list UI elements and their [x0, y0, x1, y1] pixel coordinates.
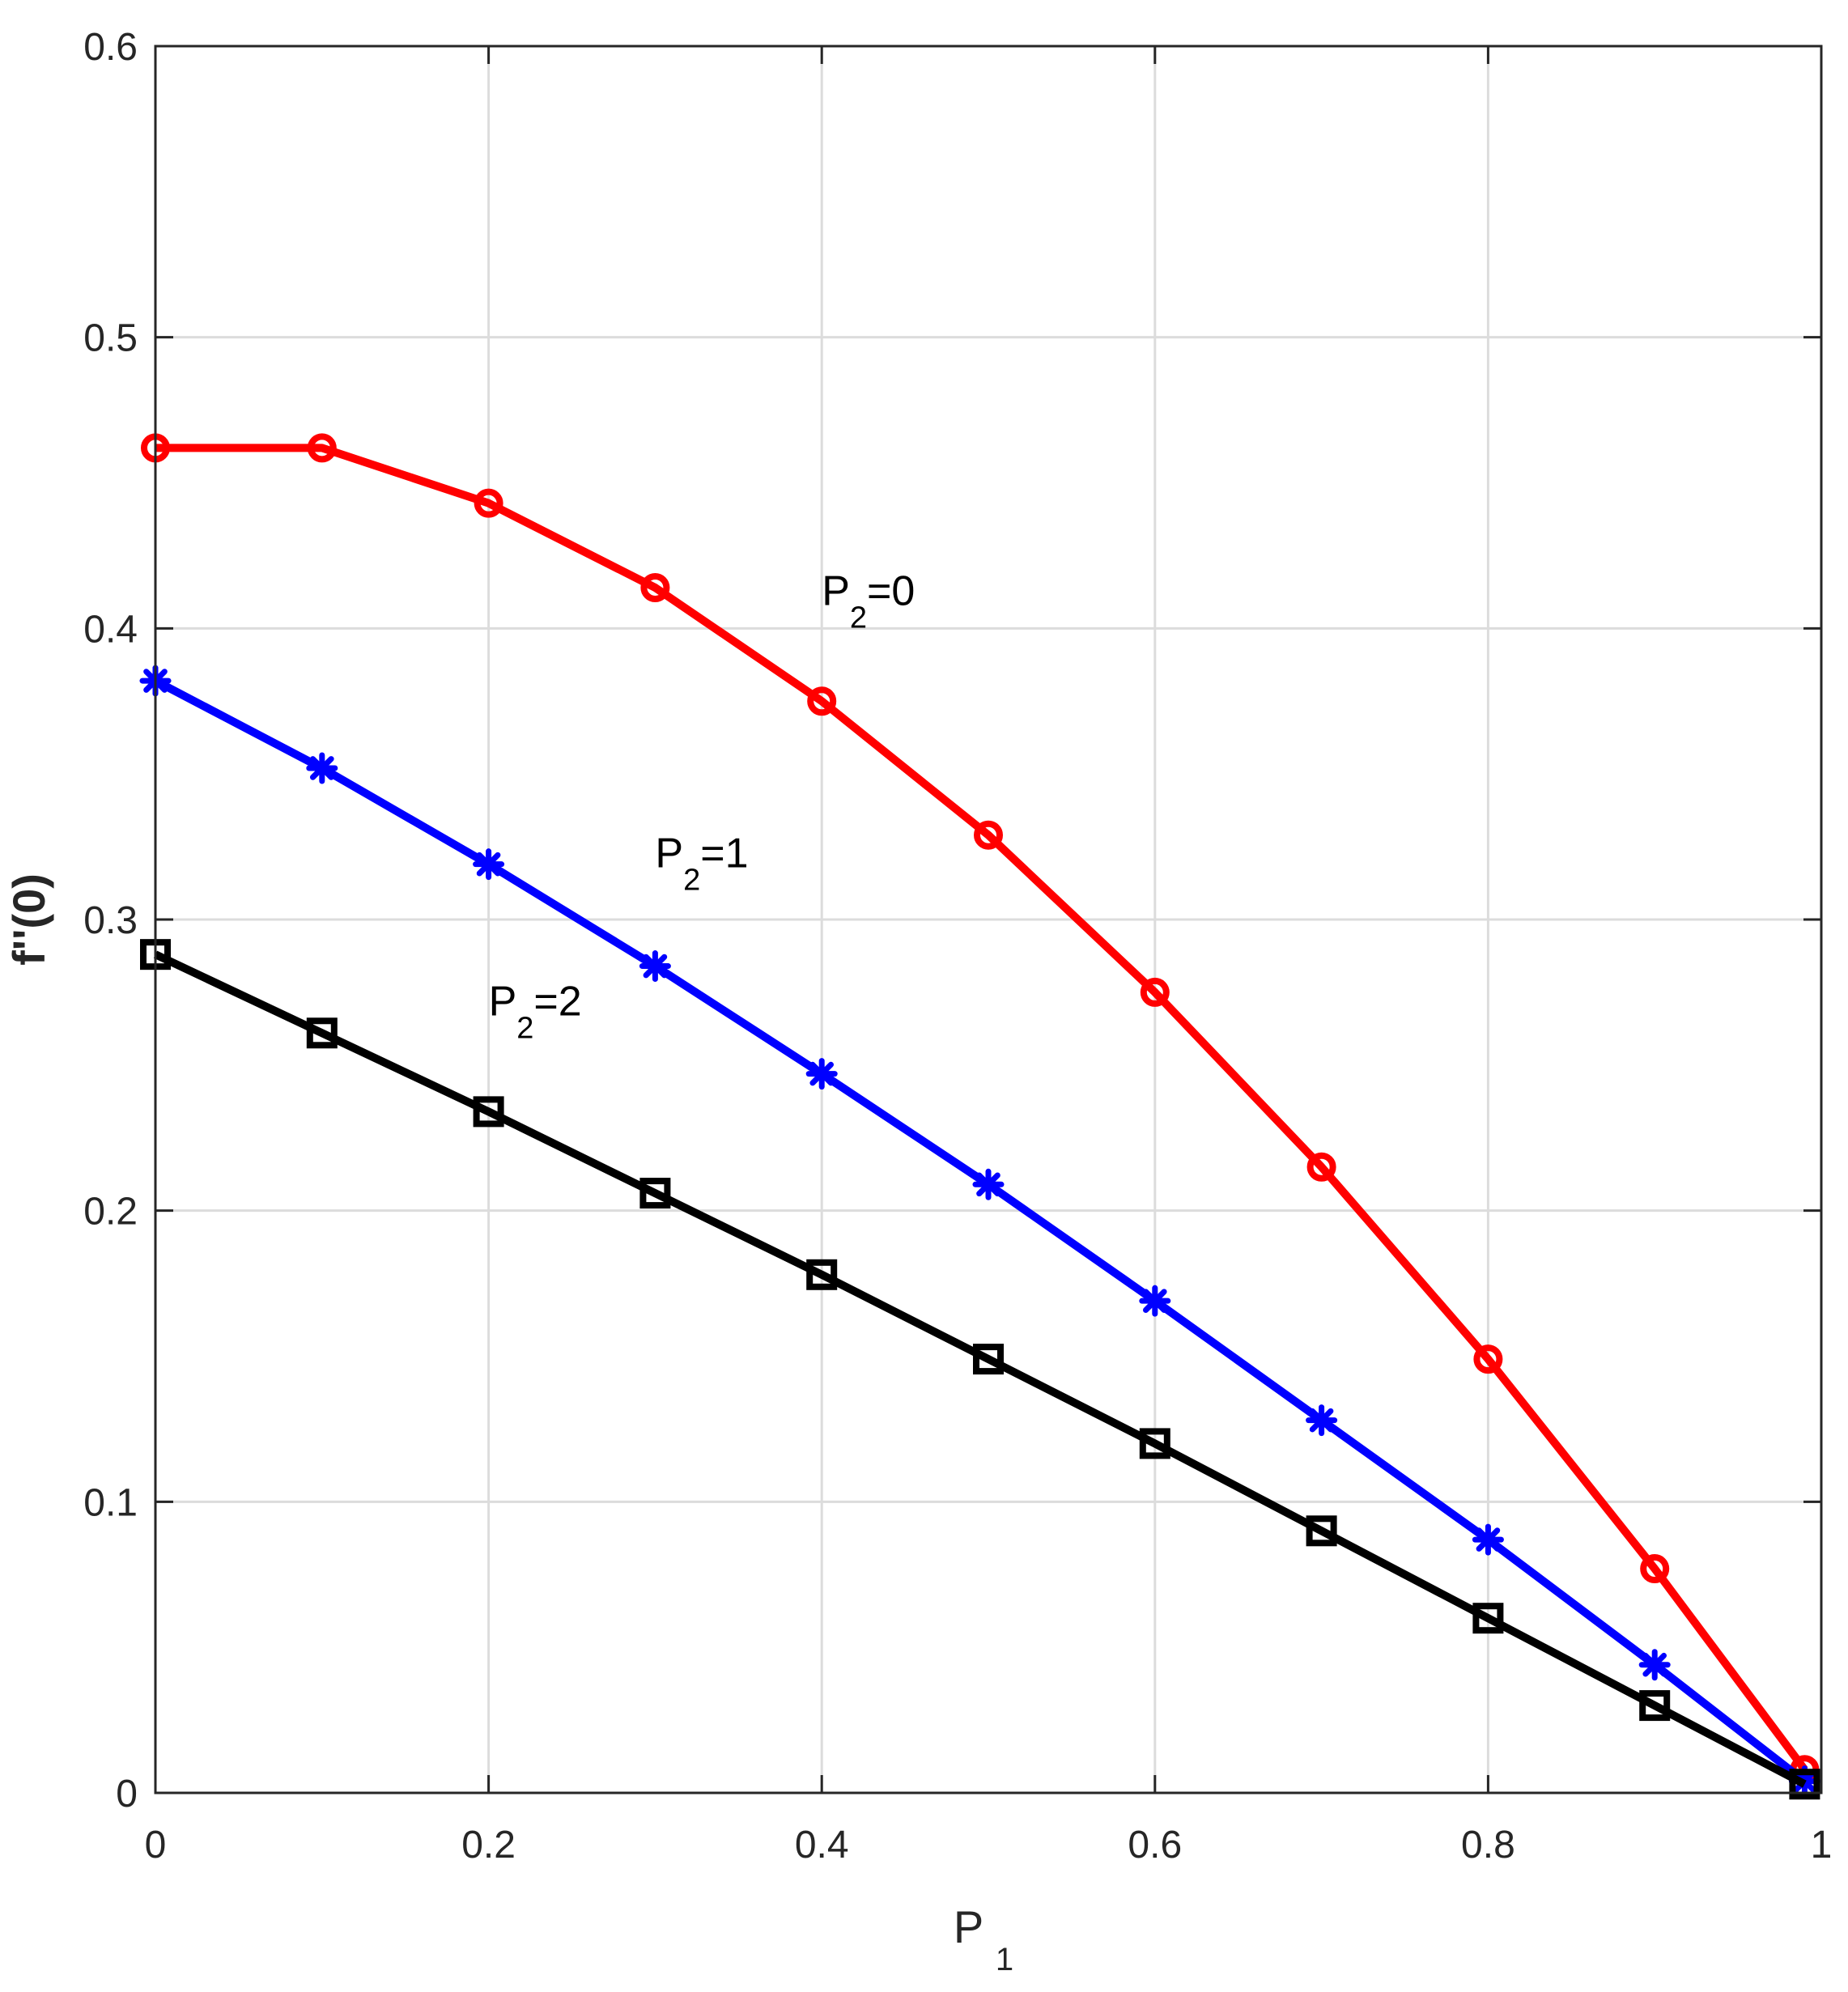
x-tick-label: 0.4: [795, 1824, 849, 1867]
x-tick-label: 0.6: [1128, 1824, 1182, 1867]
y-tick-label: 0.4: [83, 608, 138, 651]
x-axis-label-subscript: 1: [996, 1942, 1013, 1977]
series-group: [139, 433, 1820, 1800]
series-1: [141, 433, 1820, 1785]
data-point-square: [306, 1017, 338, 1049]
x-tick-label: 0.8: [1461, 1824, 1515, 1867]
asterisk-stroke: [643, 954, 668, 979]
annotation-main: P: [655, 830, 683, 877]
annotation-rest: =2: [533, 979, 581, 1026]
asterisk-stroke: [476, 852, 501, 877]
data-point-circle: [1140, 977, 1170, 1007]
asterisk-stroke: [1476, 1527, 1501, 1552]
data-point-circle: [640, 572, 670, 602]
data-point-asterisk: [972, 1168, 1005, 1200]
data-point-asterisk: [473, 848, 505, 881]
data-point-circle: [1473, 1344, 1503, 1374]
asterisk-stroke: [309, 756, 334, 780]
annotation-subscript: 2: [516, 1012, 533, 1046]
annotation-subscript: 2: [683, 863, 700, 897]
data-point-asterisk: [805, 1058, 838, 1090]
data-point-square: [806, 1259, 838, 1290]
tick-labels: 0 0.2 0.4 0.6 0.8 1 0 0.1 0.2 0.3 0.4 0.5 0.6: [83, 26, 1832, 1867]
data-point-asterisk: [1472, 1523, 1504, 1556]
asterisk-stroke: [976, 1172, 1000, 1197]
data-point-circle: [807, 686, 837, 716]
data-point-square: [473, 1096, 504, 1128]
data-point-circle: [474, 488, 503, 518]
y-tick-label: 0.1: [83, 1481, 138, 1524]
annotation-subscript: 2: [850, 601, 867, 635]
x-tick-label: 0: [145, 1824, 167, 1867]
data-point-circle: [307, 433, 337, 463]
curve-annotation: P2=2: [489, 979, 582, 1046]
series-line: [153, 950, 1807, 1788]
series-2: [139, 665, 1820, 1798]
y-axis-label: f''(0): [3, 873, 54, 966]
y-tick-label: 0.6: [83, 26, 138, 69]
asterisk-stroke: [1309, 1408, 1334, 1433]
data-point-square: [1639, 1690, 1671, 1722]
annotation-rest: =0: [867, 568, 915, 615]
data-point-asterisk: [1139, 1285, 1171, 1317]
data-point-asterisk: [639, 950, 671, 983]
asterisk-stroke: [809, 1061, 835, 1086]
data-point-circle: [1306, 1152, 1336, 1182]
data-point-asterisk: [306, 752, 338, 784]
data-point-asterisk: [1306, 1404, 1338, 1437]
y-tick-label: 0.2: [83, 1191, 138, 1234]
asterisk-stroke: [1142, 1289, 1167, 1313]
annotation-rest: =1: [700, 830, 748, 877]
data-point-circle: [974, 820, 1003, 850]
tick-marks: [154, 45, 1823, 1794]
data-point-square: [1139, 1428, 1170, 1459]
y-tick-label: 0: [116, 1773, 138, 1816]
data-point-asterisk: [1638, 1649, 1671, 1681]
x-tick-label: 1: [1811, 1824, 1833, 1867]
x-axis-label-main: P: [954, 1901, 983, 1952]
data-point-square: [639, 1178, 671, 1209]
annotation-main: P: [489, 979, 517, 1026]
annotation-main: P: [822, 568, 850, 615]
y-tick-label: 0.3: [83, 899, 138, 942]
data-point-circle: [1640, 1554, 1670, 1584]
series-3: [140, 939, 1820, 1800]
data-point-square: [1789, 1769, 1820, 1800]
y-tick-label: 0.5: [83, 317, 138, 360]
curve-annotation: P2=1: [655, 830, 748, 897]
asterisk-stroke: [1642, 1652, 1667, 1677]
data-point-square: [1472, 1603, 1504, 1634]
annotations: P2=0P2=1P2=2: [489, 568, 916, 1046]
x-axis-label: P 1: [954, 1901, 1013, 1977]
curve-annotation: P2=0: [822, 568, 915, 635]
data-point-square: [1306, 1515, 1337, 1547]
data-point-square: [973, 1344, 1004, 1375]
x-tick-label: 0.2: [461, 1824, 516, 1867]
series-line: [155, 444, 1808, 1773]
